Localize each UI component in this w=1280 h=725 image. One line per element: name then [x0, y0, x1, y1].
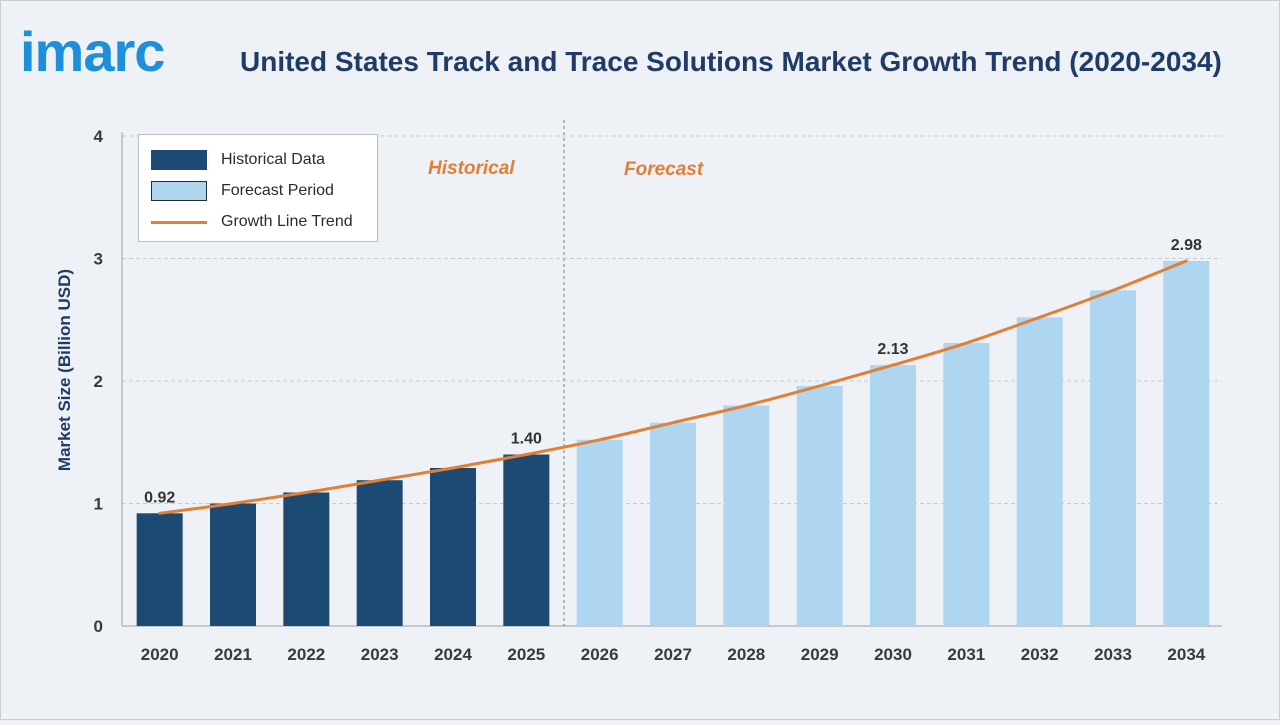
legend-label-trend: Growth Line Trend [221, 213, 353, 230]
forecast-swatch [151, 181, 207, 201]
trend-line [158, 259, 1188, 515]
data-label-2025: 1.40 [511, 431, 542, 448]
legend-item-forecast: Forecast Period [151, 180, 334, 202]
x-tick-label: 2027 [654, 645, 692, 664]
bar-2030 [870, 365, 916, 626]
bar-2033 [1090, 290, 1136, 626]
y-axis-label: Market Size (Billion USD) [55, 268, 74, 472]
y-tick-label: 4 [94, 127, 104, 146]
bar-2021 [210, 503, 256, 626]
legend-label-historical: Historical Data [221, 151, 326, 168]
data-label-2020: 0.92 [144, 489, 175, 506]
x-tick-label: 2032 [1021, 645, 1059, 664]
x-tick-label: 2034 [1167, 645, 1205, 664]
data-label-2030: 2.13 [877, 341, 908, 358]
bar-2029 [796, 385, 843, 626]
x-tick-label: 2024 [434, 645, 472, 664]
historical-swatch [151, 150, 207, 170]
y-ticks: 0 1 2 3 4 [94, 127, 104, 636]
growth-trend-line [158, 259, 1188, 515]
x-tick-label: 2029 [801, 645, 839, 664]
logo-text: imarc [20, 20, 165, 83]
x-tick-label: 2021 [214, 645, 252, 664]
y-tick-label: 0 [94, 617, 103, 636]
x-tick-label: 2025 [507, 645, 545, 664]
x-tick-label: 2022 [287, 645, 325, 664]
x-tick-label: 2020 [141, 645, 179, 664]
bar-2023 [356, 480, 403, 626]
bar-2034 [1163, 260, 1210, 626]
bar-2028 [723, 405, 770, 626]
x-ticks: 2020 2021 2022 2023 2024 2025 2026 2027 2028 2029… [141, 645, 1206, 664]
y-tick-label: 1 [94, 495, 103, 514]
bar-2032 [1016, 317, 1063, 626]
historical-period-label: Historical [428, 158, 515, 179]
x-tick-label: 2030 [874, 645, 912, 664]
bar-2026 [576, 439, 623, 626]
data-label-2034: 2.98 [1171, 237, 1202, 254]
legend: Historical Data Forecast Period Growth L… [138, 134, 378, 242]
y-tick-label: 3 [94, 250, 103, 269]
bar-2025 [503, 454, 550, 626]
data-labels: 0.92 1.40 2.13 2.98 [144, 237, 1202, 506]
x-tick-label: 2031 [947, 645, 985, 664]
chart-title: United States Track and Trace Solutions … [240, 46, 1222, 77]
forecast-period-label: Forecast [624, 159, 704, 180]
x-tick-label: 2028 [727, 645, 765, 664]
y-tick-label: 2 [94, 372, 103, 391]
trend-swatch [151, 220, 207, 224]
bar-2024 [430, 467, 476, 626]
legend-item-trend: Growth Line Trend [151, 211, 353, 233]
imarc-logo: imarc [20, 20, 165, 83]
legend-label-forecast: Forecast Period [221, 182, 334, 199]
bar-2022 [283, 492, 330, 626]
bar-2027 [650, 422, 696, 626]
x-tick-label: 2033 [1094, 645, 1132, 664]
x-tick-label: 2023 [361, 645, 399, 664]
legend-item-historical: Historical Data [151, 149, 325, 171]
bar-2020 [136, 513, 183, 626]
bars [136, 260, 1210, 626]
x-tick-label: 2026 [581, 645, 619, 664]
bar-2031 [943, 343, 990, 626]
